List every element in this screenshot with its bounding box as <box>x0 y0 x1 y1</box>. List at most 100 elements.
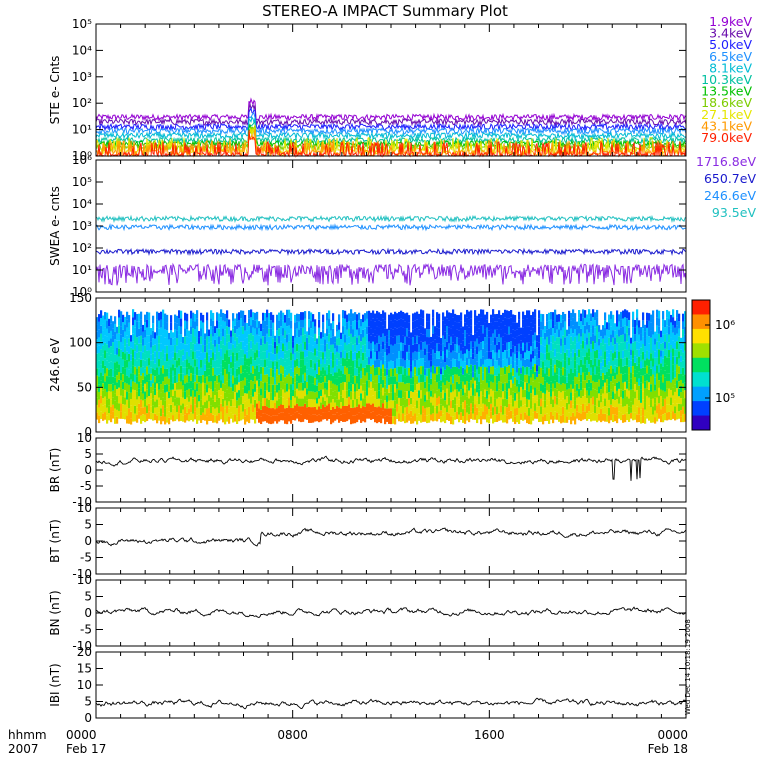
heatmap-cell <box>440 374 443 381</box>
heatmap-cell <box>168 417 171 425</box>
heatmap-cell <box>614 379 617 387</box>
heatmap-cell <box>322 382 325 390</box>
heatmap-cell <box>466 349 469 358</box>
heatmap-cell <box>120 326 123 335</box>
heatmap-cell <box>156 375 159 384</box>
heatmap-cell <box>122 351 125 360</box>
heatmap-cell <box>672 395 675 404</box>
y-tick-label: 10⁵ <box>72 17 92 31</box>
heatmap-cell <box>192 351 195 360</box>
heatmap-cell <box>440 392 443 399</box>
heatmap-cell <box>204 345 207 353</box>
heatmap-cell <box>286 334 289 343</box>
heatmap-cell <box>642 415 645 423</box>
heatmap-cell <box>302 390 305 399</box>
heatmap-cell <box>586 329 589 338</box>
heatmap-cell <box>460 350 463 359</box>
heatmap-cell <box>348 396 351 405</box>
heatmap-cell <box>362 314 365 323</box>
heatmap-cell <box>256 411 259 419</box>
heatmap-cell <box>250 387 253 396</box>
heatmap-cell <box>632 358 635 366</box>
heatmap-cell <box>444 415 447 424</box>
heatmap-cell <box>484 367 487 375</box>
heatmap-cell <box>436 390 439 398</box>
heatmap-cell <box>592 388 595 397</box>
heatmap-cell <box>630 349 633 356</box>
heatmap-cell <box>450 321 453 329</box>
heatmap-cell <box>648 366 651 375</box>
heatmap-cell <box>216 359 219 368</box>
heatmap-cell <box>238 327 241 336</box>
heatmap-cell <box>624 365 627 374</box>
heatmap-cell <box>386 362 389 369</box>
heatmap-cell <box>558 329 561 338</box>
heatmap-cell <box>328 395 331 404</box>
heatmap-cell <box>208 342 211 350</box>
heatmap-cell <box>680 398 683 405</box>
heatmap-cell <box>330 366 333 374</box>
heatmap-cell <box>592 309 595 318</box>
heatmap-cell <box>232 391 235 400</box>
heatmap-cell <box>604 398 607 407</box>
heatmap-cell <box>184 383 187 392</box>
heatmap-cell <box>634 384 637 392</box>
heatmap-cell <box>172 332 175 339</box>
heatmap-cell <box>200 336 203 345</box>
heatmap-cell <box>256 327 259 335</box>
heatmap-cell <box>400 310 403 319</box>
heatmap-cell <box>622 390 625 399</box>
heatmap-cell <box>322 374 325 383</box>
heatmap-cell <box>532 373 535 382</box>
heatmap-cell <box>452 399 455 409</box>
heatmap-cell <box>640 416 643 424</box>
heatmap-cell <box>230 393 233 400</box>
heatmap-cell <box>544 393 547 401</box>
heatmap-cell <box>622 398 625 407</box>
heatmap-cell <box>148 358 151 366</box>
heatmap-cell <box>180 397 183 406</box>
colorbar-band <box>692 314 710 330</box>
heatmap-cell <box>488 366 491 374</box>
heatmap-cell <box>462 388 465 396</box>
series-line-246.6eV <box>95 223 687 232</box>
heatmap-cell <box>192 382 195 391</box>
heatmap-cell <box>506 318 509 327</box>
heatmap-cell <box>594 405 597 413</box>
heatmap-cell <box>122 359 125 367</box>
heatmap-cell <box>666 388 669 397</box>
heatmap-cell <box>312 352 315 361</box>
heatmap-cell <box>162 333 165 342</box>
heatmap-cell <box>426 352 429 361</box>
heatmap-cell <box>140 311 143 320</box>
heatmap-cell <box>386 382 389 389</box>
heatmap-cell <box>376 350 379 360</box>
heatmap-cell <box>476 338 479 347</box>
heatmap-cell <box>422 413 425 422</box>
heatmap-cell <box>544 339 547 347</box>
heatmap-cell <box>558 344 561 353</box>
heatmap-cell <box>408 413 411 421</box>
heatmap-cell <box>280 341 283 350</box>
heatmap-cell <box>532 350 535 359</box>
heatmap-cell <box>582 372 585 381</box>
heatmap-cell <box>338 314 341 323</box>
heatmap-cell <box>282 335 285 344</box>
heatmap-cell <box>548 344 551 353</box>
heatmap-cell <box>204 408 207 415</box>
heatmap-cell <box>376 415 379 424</box>
heatmap-cell <box>126 367 129 376</box>
heatmap-cell <box>616 382 619 391</box>
heatmap-cell <box>490 366 493 375</box>
heatmap-cell <box>168 365 171 373</box>
heatmap-cell <box>528 415 531 425</box>
heatmap-cell <box>214 381 217 389</box>
heatmap-cell <box>580 359 583 368</box>
heatmap-cell <box>322 337 325 345</box>
heatmap-cell <box>206 392 209 401</box>
heatmap-cell <box>288 309 291 318</box>
heatmap-cell <box>414 374 417 383</box>
heatmap-cell <box>242 365 245 373</box>
heatmap-cell <box>594 327 597 336</box>
heatmap-cell <box>642 367 645 376</box>
